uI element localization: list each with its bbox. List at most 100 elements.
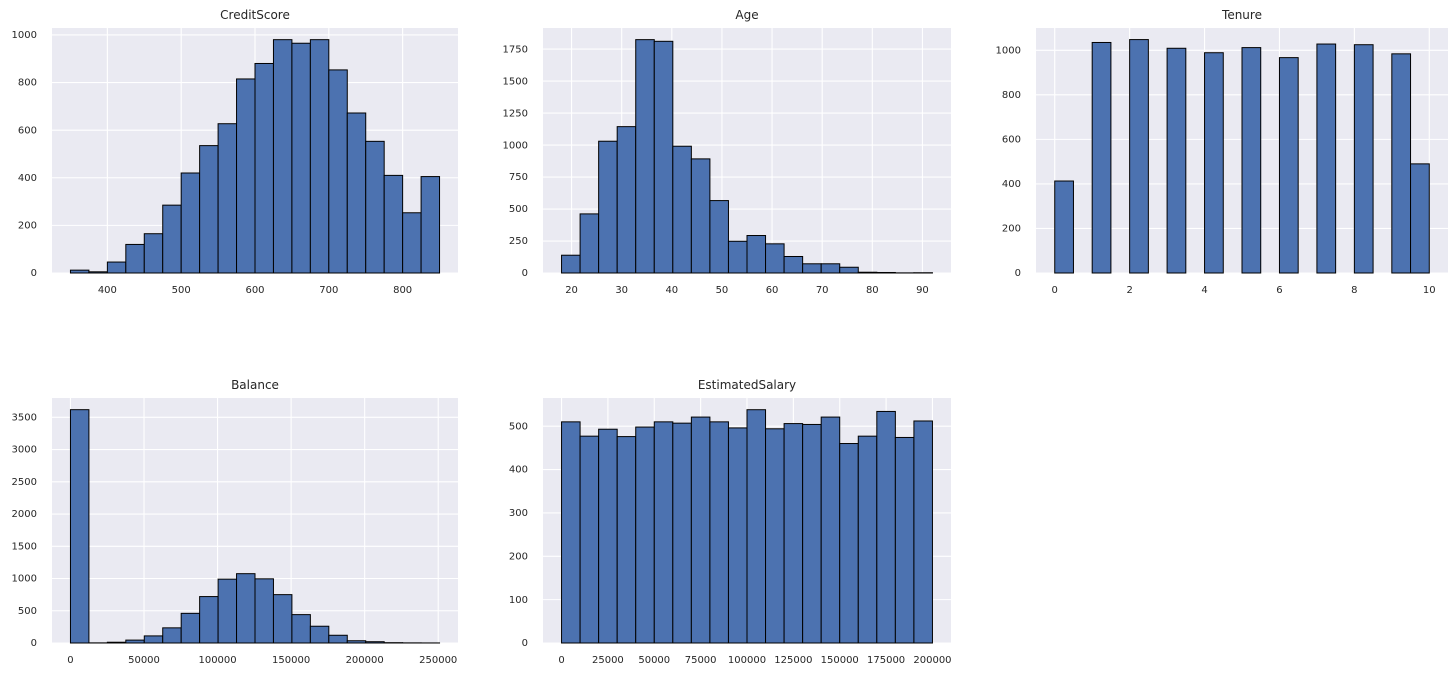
- y-tick-label: 400: [18, 173, 37, 184]
- histogram-bar: [1204, 52, 1224, 274]
- histogram-bar: [272, 39, 293, 274]
- subplot-age: 0 250 500 750 1000 1250 1500 1750 20 30 40 50 60 70 80…: [491, 6, 961, 305]
- y-tick-label: 1000: [12, 30, 37, 41]
- histogram-bar: [616, 126, 637, 274]
- y-tick-label: 0: [522, 638, 528, 649]
- histogram-bar: [1054, 180, 1074, 274]
- x-tick-label: 0: [558, 655, 564, 666]
- y-tick-label: 0: [31, 268, 37, 279]
- x-tick-label: 400: [98, 285, 117, 296]
- histogram-bar: [820, 263, 841, 274]
- histogram-bar: [1278, 57, 1299, 274]
- histogram-bar: [783, 423, 804, 644]
- chart-title: CreditScore: [220, 8, 290, 22]
- histogram-bar: [1091, 41, 1112, 274]
- histogram-bar: [162, 627, 182, 644]
- histogram-bar: [876, 410, 896, 644]
- histogram-bar: [254, 62, 274, 274]
- histogram-bar: [346, 112, 367, 274]
- histogram-bar: [180, 172, 201, 274]
- histogram-bar: [598, 140, 618, 274]
- histogram-bar: [635, 426, 655, 644]
- y-tick-label: 3500: [12, 412, 37, 423]
- histogram-bar: [383, 174, 404, 274]
- x-tick-label: 100000: [198, 655, 236, 666]
- y-tick-label: 500: [18, 606, 37, 617]
- histogram-bar: [635, 39, 655, 274]
- histogram-bar: [802, 423, 822, 644]
- histogram-bar: [653, 40, 674, 274]
- x-tick-label: 10: [1423, 285, 1436, 296]
- subplot-estimatedsalary: 0 100 200 300 400 500 0 25000 50000 75000 100000 12…: [491, 376, 961, 675]
- x-tick-label: 8: [1351, 285, 1357, 296]
- x-tick-label: 150000: [272, 655, 310, 666]
- x-tick-label: 800: [393, 285, 412, 296]
- y-tick-label: 400: [1002, 179, 1021, 190]
- histogram-bar: [765, 243, 785, 274]
- histogram-bar: [802, 263, 822, 274]
- y-tick-label: 250: [509, 236, 528, 247]
- x-tick-label: 2: [1126, 285, 1132, 296]
- histogram-bar: [672, 422, 692, 644]
- histogram-bar: [402, 212, 422, 274]
- x-tick-label: 4: [1201, 285, 1207, 296]
- histogram-bar: [236, 573, 256, 644]
- chart-title: Balance: [231, 378, 279, 392]
- histogram-bar: [598, 428, 618, 644]
- histogram-bar: [365, 641, 385, 644]
- histogram-bar: [1410, 163, 1430, 274]
- x-tick-label: 40: [665, 285, 678, 296]
- histogram-bar: [876, 271, 896, 274]
- histogram-canvas-age: 0 250 500 750 1000 1250 1500 1750 20 30 40 50 60 70 80…: [503, 28, 951, 296]
- histogram-bar: [894, 436, 915, 644]
- y-tick-label: 1500: [503, 76, 528, 87]
- x-tick-label: 50000: [638, 655, 670, 666]
- y-tick-label: 2500: [12, 477, 37, 488]
- x-tick-label: 60: [766, 285, 779, 296]
- histogram-bar: [839, 266, 859, 274]
- histogram-bar: [746, 409, 767, 644]
- y-tick-label: 2000: [12, 509, 37, 520]
- histogram-bar: [217, 578, 238, 644]
- histogram-canvas-balance: 0 500 1000 1500 2000 2500 3000 3500 0 50000 100000…: [12, 398, 458, 666]
- x-tick-label: 200000: [346, 655, 384, 666]
- histogram-bar: [561, 421, 581, 644]
- histogram-bar: [690, 416, 711, 644]
- y-tick-label: 500: [509, 204, 528, 215]
- y-tick-label: 1000: [996, 45, 1021, 56]
- histogram-bar: [309, 39, 330, 274]
- histogram-bar: [236, 78, 256, 274]
- histogram-bar: [272, 594, 293, 644]
- histogram-bar: [1316, 43, 1337, 274]
- histogram-bar: [839, 443, 859, 644]
- histogram-bar: [857, 435, 878, 644]
- subplot-balance: 0 500 1000 1500 2000 2500 3000 3500 0 50000 100000…: [0, 376, 468, 675]
- x-tick-label: 90: [916, 285, 929, 296]
- histogram-bar: [106, 641, 127, 644]
- histogram-bar: [616, 436, 637, 644]
- histogram-canvas-tenure: 0 200 400 600 800 1000 0 2 4 6 8 10: [996, 28, 1448, 296]
- x-tick-label: 50000: [128, 655, 160, 666]
- x-tick-label: 100000: [728, 655, 766, 666]
- histogram-bar: [69, 409, 90, 644]
- y-tick-label: 1750: [503, 44, 528, 55]
- histogram-bar: [709, 200, 729, 274]
- histogram-bar: [1241, 47, 1262, 274]
- histogram-bar: [690, 158, 711, 274]
- histogram-bar: [254, 578, 274, 644]
- y-tick-label: 400: [509, 465, 528, 476]
- histogram-bar: [125, 639, 145, 644]
- histogram-bar: [125, 243, 145, 274]
- y-tick-label: 600: [1002, 135, 1021, 146]
- histogram-bar: [328, 69, 348, 274]
- x-tick-label: 200000: [913, 655, 951, 666]
- histogram-bar: [913, 420, 933, 644]
- y-tick-label: 0: [1015, 268, 1021, 279]
- x-tick-label: 30: [615, 285, 628, 296]
- histogram-bar: [727, 240, 748, 274]
- x-tick-label: 150000: [821, 655, 859, 666]
- histogram-bar: [561, 254, 581, 274]
- histogram-bar: [162, 204, 182, 274]
- histogram-bar: [746, 235, 767, 274]
- histogram-bar: [1129, 39, 1149, 274]
